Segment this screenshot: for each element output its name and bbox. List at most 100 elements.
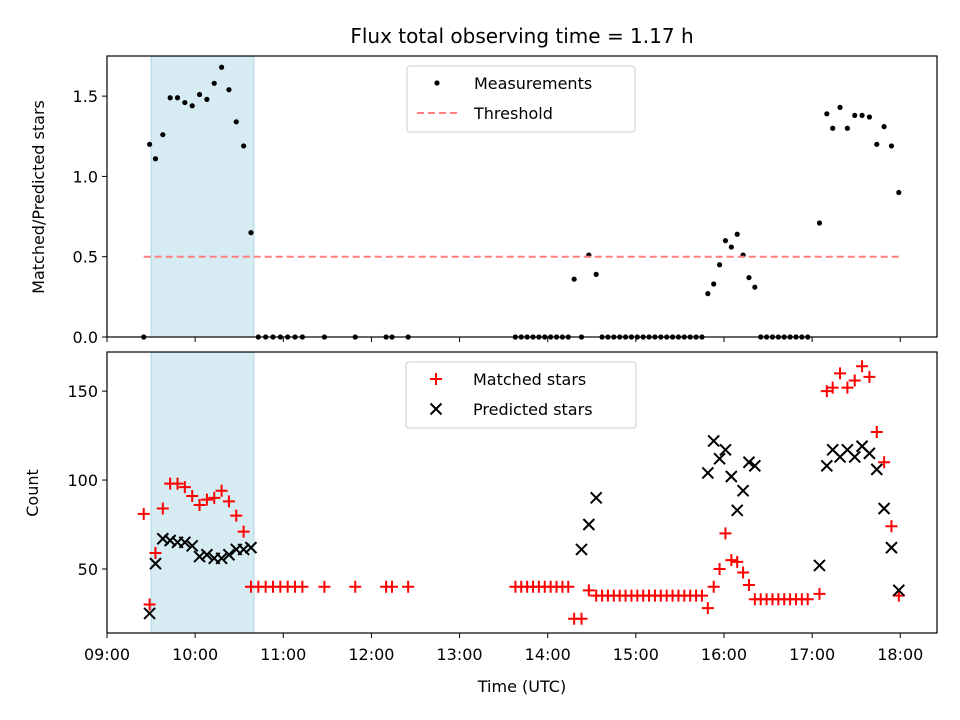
data-point [719,527,732,540]
y-tick-label: 1.0 [73,167,98,186]
y-tick-label: 0.5 [73,248,98,267]
series-predicted-stars [143,434,906,620]
data-point [222,495,235,508]
legend-label: Matched stars [473,370,586,389]
data-point [701,466,715,480]
chart-title: Flux total observing time = 1.17 h [350,24,693,48]
data-point [695,589,708,602]
y-tick-label: 50 [78,560,98,579]
data-point [848,450,861,464]
data-point [737,566,750,579]
x-tick-label: 17:00 [789,645,835,664]
data-point [863,370,876,383]
data-point [160,132,166,138]
legend-box [406,65,636,133]
data-point [575,612,588,625]
data-point [705,291,711,297]
data-point [824,111,830,117]
data-point [218,64,225,70]
data-point [143,607,156,620]
data-point [163,534,177,547]
data-point [885,520,898,533]
data-point [848,374,861,387]
data-point [746,274,752,281]
data-point [237,525,250,538]
data-point [174,95,181,101]
y-tick-label: 100 [67,471,98,490]
data-point [801,593,814,606]
data-point [852,112,858,119]
data-point [233,119,239,125]
data-point [701,602,714,615]
legend-marker [429,402,443,416]
data-point [725,554,738,567]
data-point [385,580,398,593]
data-point [186,490,199,503]
data-point [156,502,169,515]
x-tick-label: 11:00 [260,645,306,664]
data-point [237,543,250,556]
data-point [896,189,902,196]
data-point [226,87,232,93]
x-tick-label: 14:00 [525,645,571,664]
observing-window-span [150,55,255,338]
data-point [582,584,595,597]
data-point [752,284,758,290]
data-point [863,447,876,460]
data-point [826,381,839,394]
x-tick-label: 12:00 [348,645,394,664]
observing-window-span [150,351,255,634]
y-tick-label: 150 [67,382,98,401]
data-point [820,459,834,473]
data-point [716,262,723,268]
y-axis-label-bottom: Count [23,469,42,517]
data-point [888,143,895,149]
y-axis-label-top: Matched/Predicted stars [29,100,48,294]
data-point [575,543,588,556]
data-point [171,477,184,490]
x-tick-label: 18:00 [877,645,923,664]
y-tick-label: 1.5 [73,87,98,106]
legend-label: Measurements [474,74,592,93]
data-point [402,580,415,593]
data-point [841,381,854,394]
data-point [147,141,153,147]
data-point [713,562,726,575]
data-point [211,80,217,86]
data-point [244,541,258,554]
data-point [215,484,228,497]
data-point [834,367,847,380]
data-point [874,141,880,147]
data-point [196,91,203,98]
data-point [877,502,891,515]
data-point [870,426,883,439]
data-point [722,238,729,244]
data-point [562,580,575,593]
data-point [296,580,309,593]
data-point [713,452,726,465]
data-point [189,103,195,109]
data-point [589,491,603,505]
data-point [200,493,213,506]
data-point [193,550,206,563]
data-point [742,578,755,591]
data-point [736,484,750,497]
data-point [707,580,720,593]
data-point [742,456,756,469]
data-point [830,125,836,131]
data-point [711,281,717,287]
data-point [167,95,173,101]
data-point [143,598,156,611]
count-panel: 50 100 150 09:00 10:00 11:00 12:00 13:00 14:00 15… [67,351,938,664]
data-point [178,481,191,494]
data-point [193,498,206,511]
data-point [241,143,247,149]
data-point [149,546,162,559]
data-point [734,231,740,237]
data-point [844,125,850,131]
data-point [230,509,243,522]
series-matched-stars [137,360,905,625]
data-point [222,548,236,561]
legend-label: Threshold [473,104,553,123]
